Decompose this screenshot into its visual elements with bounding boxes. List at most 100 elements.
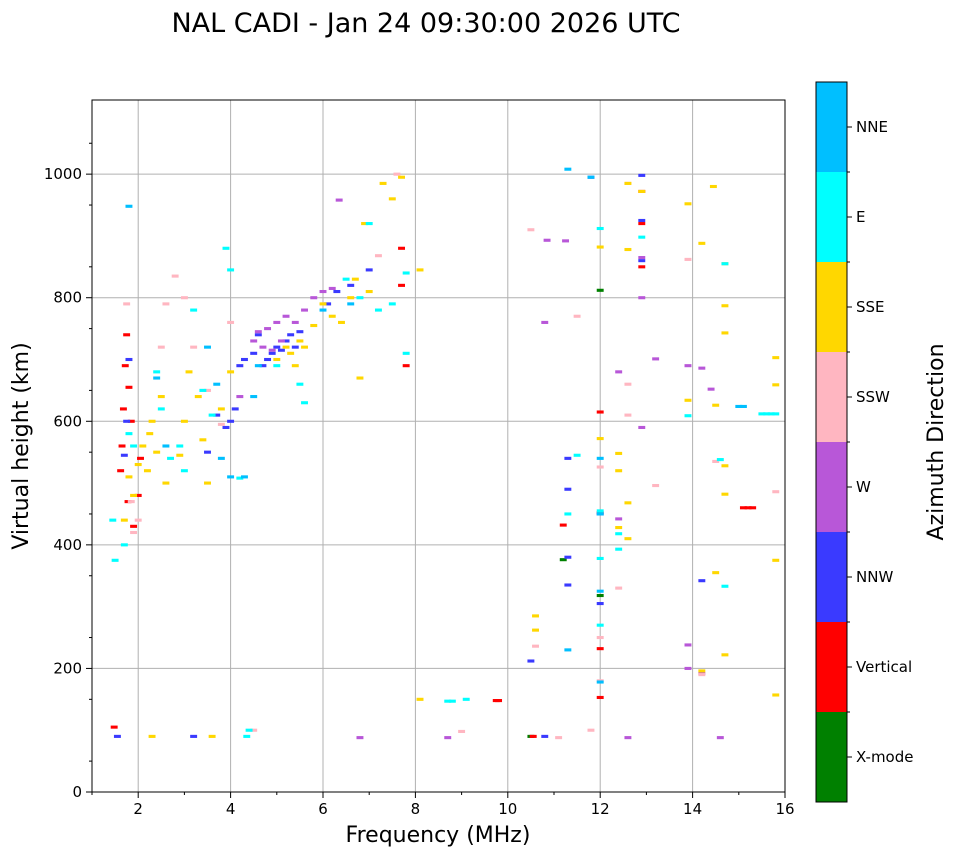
- data-point-w: [250, 339, 258, 343]
- data-point-sse: [347, 296, 355, 300]
- data-point-sse: [772, 693, 780, 697]
- data-point-e: [444, 699, 452, 703]
- data-point-ssw: [652, 483, 660, 488]
- colorbar-label: Azimuth Direction: [924, 343, 949, 540]
- data-point-w: [328, 286, 336, 290]
- data-point-ssw: [596, 635, 604, 640]
- data-point-nne: [213, 382, 221, 386]
- data-point-ssw: [217, 422, 225, 426]
- data-point-vertical: [398, 246, 406, 250]
- data-point-nne: [240, 475, 248, 479]
- data-point-ssw: [127, 500, 135, 504]
- data-point-nne: [739, 404, 747, 409]
- data-point-nnw: [564, 583, 572, 587]
- data-point-w: [310, 296, 318, 300]
- data-point-vertical: [117, 469, 125, 473]
- data-point-sse: [721, 464, 729, 468]
- y-tick-label: 0: [72, 783, 82, 801]
- data-point-nnw: [282, 339, 290, 343]
- data-point-sse: [684, 398, 692, 402]
- data-point-nnw: [236, 364, 244, 368]
- data-point-sse: [638, 189, 646, 193]
- data-point-sse: [365, 289, 373, 294]
- data-point-ssw: [684, 257, 692, 261]
- data-point-w: [273, 320, 281, 324]
- data-point-sse: [162, 481, 170, 485]
- data-point-sse: [698, 669, 706, 673]
- data-point-e: [199, 388, 207, 392]
- data-point-sse: [143, 469, 151, 473]
- data-point-vertical: [110, 725, 118, 729]
- data-point-nne: [735, 404, 743, 409]
- data-point-e: [596, 623, 604, 627]
- data-point-nnw: [125, 357, 133, 362]
- data-point-nnw: [123, 419, 131, 423]
- data-point-nnw: [638, 173, 646, 177]
- data-point-ssw: [250, 728, 258, 732]
- data-point-sse: [146, 432, 154, 436]
- data-point-sse: [157, 395, 165, 399]
- data-point-e: [157, 407, 165, 411]
- colorbar: X-mode Vertical NNW W SSW SSE E NNE: [815, 81, 913, 803]
- colorbar-label-nnw: NNW: [856, 568, 893, 586]
- data-point-e: [615, 532, 623, 536]
- data-point-sse: [684, 202, 692, 206]
- x-tick-label: 2: [133, 800, 143, 818]
- data-point-sse: [721, 492, 729, 496]
- data-point-sse: [153, 450, 161, 454]
- data-point-e: [388, 302, 396, 306]
- data-point-e: [716, 458, 724, 462]
- data-point-ssw: [393, 172, 401, 176]
- data-point-sse: [273, 357, 281, 362]
- data-point-sse: [721, 331, 729, 335]
- x-axis-ticks: 2 4 6 8 10 12 14 16: [91, 792, 795, 818]
- data-point-nnw: [564, 555, 572, 559]
- data-point-ssw: [130, 530, 138, 535]
- colorbar-segment: [816, 172, 847, 262]
- data-point-e: [615, 547, 623, 551]
- data-point-x-mode: [596, 288, 604, 292]
- data-point-nnw: [264, 357, 272, 362]
- data-point-sse: [199, 438, 207, 442]
- data-point-vertical: [119, 407, 127, 411]
- data-point-sse: [615, 526, 623, 530]
- data-point-vertical: [130, 524, 138, 528]
- data-point-ssw: [458, 729, 466, 733]
- data-point-nne: [596, 456, 604, 460]
- data-point-e: [758, 412, 766, 416]
- data-point-sse: [361, 222, 369, 226]
- colorbar-label-x-mode: X-mode: [856, 748, 913, 766]
- data-point-sse: [624, 247, 632, 252]
- colorbar-label-e: E: [856, 208, 865, 226]
- data-point-vertical: [596, 410, 604, 414]
- data-point-sse: [772, 356, 780, 360]
- data-point-nnw: [113, 734, 121, 738]
- data-point-e: [402, 351, 410, 355]
- data-point-nnw: [240, 357, 248, 362]
- data-point-nne: [596, 680, 604, 684]
- data-point-e: [243, 734, 251, 738]
- data-point-ssw: [123, 302, 131, 306]
- data-point-e: [462, 697, 470, 701]
- data-point-ssw: [615, 586, 623, 590]
- colorbar-label-ssw: SSW: [856, 388, 890, 406]
- data-point-e: [301, 401, 308, 405]
- data-point-sse: [180, 419, 188, 423]
- data-point-e: [227, 268, 235, 272]
- colorbar-segment: [816, 532, 847, 622]
- data-point-sse: [338, 320, 345, 324]
- data-point-vertical: [123, 333, 131, 337]
- data-point-vertical: [398, 283, 406, 287]
- data-point-nnw: [222, 425, 230, 430]
- data-point-w: [562, 239, 570, 243]
- data-point-w: [268, 348, 276, 352]
- colorbar-segment: [816, 622, 847, 712]
- data-point-e: [190, 308, 198, 312]
- data-point-e: [374, 308, 382, 312]
- x-tick-label: 8: [411, 800, 421, 818]
- data-point-nnw: [268, 351, 276, 355]
- chart-title: NAL CADI - Jan 24 09:30:00 2026 UTC: [171, 8, 680, 39]
- colorbar-segment: [816, 352, 847, 442]
- y-tick-label: 400: [53, 536, 82, 554]
- data-point-nnw: [250, 351, 258, 355]
